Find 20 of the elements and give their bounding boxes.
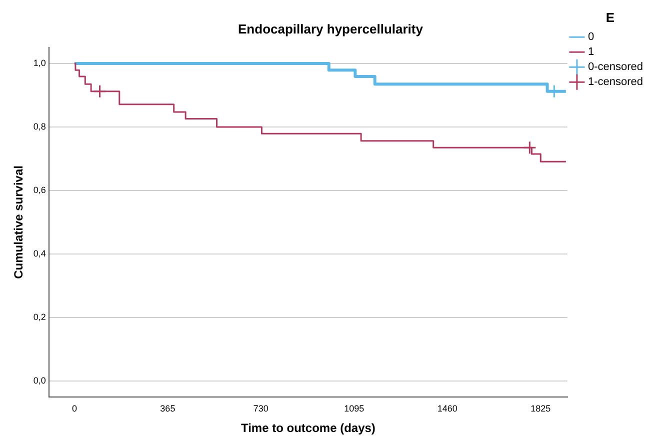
x-tick-label: 1460 xyxy=(437,404,458,414)
legend-label: 1 xyxy=(588,46,594,58)
y-tick-label: 0,6 xyxy=(33,184,46,195)
y-tick-label: 0,4 xyxy=(33,248,46,258)
legend-label: 0 xyxy=(588,31,594,44)
y-tick-label: 1,0 xyxy=(33,58,46,68)
x-tick-label: 0 xyxy=(72,404,77,414)
x-axis-title: Time to outcome (days) xyxy=(240,421,376,436)
chart-title: Endocapillary hypercellularity xyxy=(238,21,424,36)
x-tick-label: 1095 xyxy=(344,404,364,414)
legend-label: 0-censored xyxy=(588,61,644,74)
x-tick-label: 1825 xyxy=(530,404,551,414)
y-axis-title: Cumulative survival xyxy=(12,166,26,279)
legend-title: E xyxy=(606,10,615,26)
legend-label: 1-censored xyxy=(588,76,644,88)
x-tick-label: 730 xyxy=(253,404,268,414)
y-tick-label: 0,2 xyxy=(33,312,46,322)
x-tick-label: 365 xyxy=(160,404,176,414)
y-tick-label: 0,8 xyxy=(33,121,46,132)
y-tick-label: 0,0 xyxy=(33,375,46,386)
